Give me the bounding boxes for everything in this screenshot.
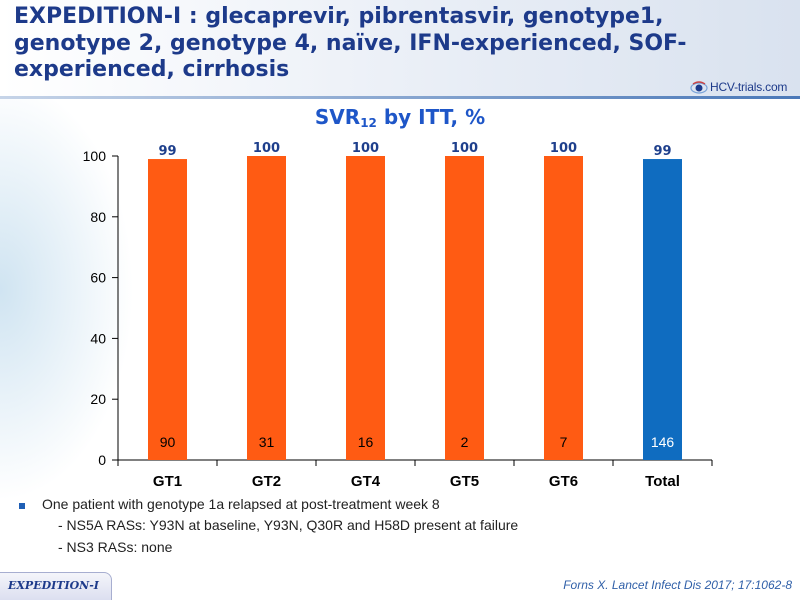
bar-n-label: 146 [651,434,675,450]
bar-gt6 [544,156,583,460]
x-category-label: GT5 [450,473,479,490]
footnote-ns5a: - NS5A RASs: Y93N at baseline, Y93N, Q30… [58,517,519,533]
citation: Forns X. Lancet Infect Dis 2017; 17:1062… [563,578,792,592]
y-tick-label: 40 [90,330,106,346]
bar-gt5 [445,156,484,460]
logo-mark-icon [690,81,708,94]
bar-n-label: 2 [461,434,469,450]
chart-title: SVR12 by ITT, % [300,105,500,130]
x-category-label: GT2 [252,473,281,490]
y-tick-label: 60 [90,270,106,286]
bar-gt1 [148,159,187,461]
chart-title-rest: by ITT, % [376,105,486,129]
slide-title: EXPEDITION-I : glecaprevir, pibrentasvir… [14,4,687,82]
bar-value-label: 100 [451,141,478,156]
x-category-label: GT1 [153,473,182,490]
bar-total [643,159,682,461]
x-category-label: GT6 [549,473,578,490]
y-tick-label: 0 [98,452,106,468]
bar-gt2 [247,156,286,460]
x-axis: GT1 GT2 GT4 GT5 GT6 Total [117,459,713,490]
bullet-icon [19,503,25,509]
bar-value-label: 100 [352,141,379,156]
x-category-label: GT4 [351,473,381,490]
logo-text: HCV-trials.com [710,80,788,94]
chart-title-main: SVR [314,105,361,129]
bar-value-label: 99 [158,144,176,159]
x-category-label: Total [645,473,680,490]
footnote-bullet: One patient with genotype 1a relapsed at… [42,496,440,512]
bar-value-label: 99 [653,144,671,159]
y-axis: 0 20 40 60 80 100 [83,148,119,468]
bar-value-label: 100 [253,141,280,156]
hcv-trials-logo: HCV-trials.com [690,78,800,96]
y-tick-label: 100 [83,148,107,164]
y-tick-label: 80 [90,209,106,225]
bar-value-label: 100 [550,141,577,156]
footnote-ns3: - NS3 RASs: none [58,539,173,555]
bar-n-label: 90 [160,434,176,450]
y-tick-label: 20 [90,391,106,407]
bar-n-label: 7 [560,434,568,450]
title-band [0,0,800,96]
chart-title-subscript: 12 [360,116,377,130]
title-divider [0,96,800,99]
study-tab: EXPEDITION-I [0,572,112,600]
bar-n-label: 31 [259,434,275,450]
bar-n-label: 16 [358,434,374,450]
bar-series: 99 90 100 31 100 16 100 2 100 7 99 146 [148,141,682,461]
bar-gt4 [346,156,385,460]
